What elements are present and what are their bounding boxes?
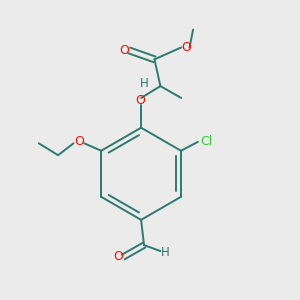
Text: Cl: Cl	[200, 135, 212, 148]
Text: H: H	[160, 246, 169, 259]
Text: O: O	[135, 94, 145, 106]
Text: O: O	[119, 44, 129, 57]
Text: O: O	[182, 41, 191, 54]
Text: O: O	[113, 250, 123, 263]
Text: O: O	[74, 135, 84, 148]
Text: H: H	[140, 77, 148, 90]
